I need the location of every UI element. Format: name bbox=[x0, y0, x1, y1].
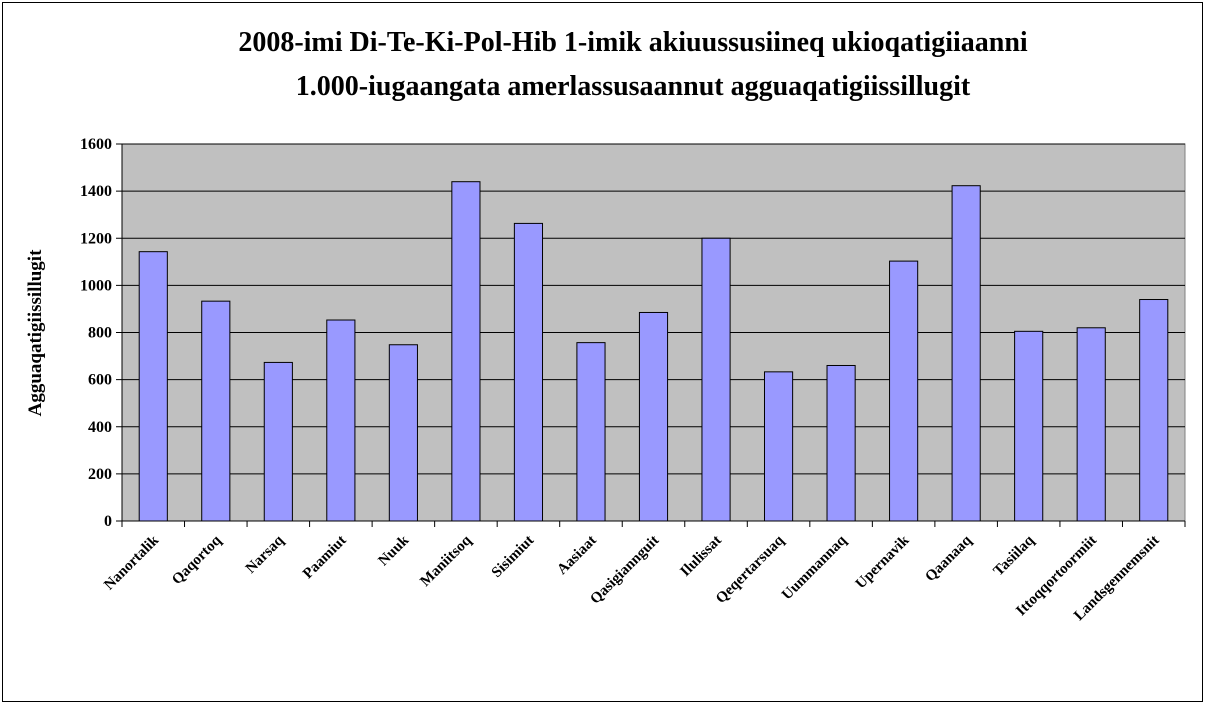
bar-qeqertarsuaq bbox=[763, 371, 794, 522]
y-tick-label: 1400 bbox=[80, 183, 112, 200]
bar-upernavik bbox=[889, 260, 919, 522]
chart-title-line-1: 2008-imi Di-Te-Ki-Pol-Hib 1-imik akiuuss… bbox=[238, 27, 1028, 58]
y-tick-label: 800 bbox=[88, 325, 112, 342]
x-tick-label: Ilulissat bbox=[678, 533, 725, 580]
x-tick-label: Tasiilaq bbox=[991, 532, 1038, 579]
y-tick-label: 0 bbox=[104, 513, 112, 530]
bar-qaanaaq bbox=[951, 185, 981, 522]
x-tick-label: Qaqortoq bbox=[169, 532, 225, 588]
x-tick-label: Sisimiut bbox=[489, 533, 537, 581]
y-tick-label: 1000 bbox=[80, 277, 112, 294]
bar-maniitsoq bbox=[451, 181, 481, 522]
bar-uummannaq bbox=[826, 364, 856, 522]
bar-qaqortoq bbox=[201, 300, 231, 522]
bar-nanortalik bbox=[138, 251, 168, 522]
x-tick-label: Qaanaaq bbox=[922, 532, 975, 585]
y-axis-label: Agguaqatigiissillugit bbox=[25, 249, 46, 416]
y-tick-label: 1600 bbox=[80, 136, 112, 153]
y-tick-label: 600 bbox=[88, 372, 112, 389]
bar-ilulissat bbox=[701, 237, 731, 522]
y-tick-label: 400 bbox=[88, 419, 112, 436]
bar-landsgennemsnit bbox=[1139, 299, 1169, 522]
x-tick-label: Nanortalik bbox=[101, 532, 162, 593]
bar-aasiaat bbox=[576, 342, 606, 522]
x-tick-label: Upernavik bbox=[853, 532, 913, 592]
bar-tasiilaq bbox=[1014, 330, 1044, 522]
bar-chart: 2008-imi Di-Te-Ki-Pol-Hib 1-imik akiuuss… bbox=[25, 27, 1186, 624]
chart-title-line-2: 1.000-iugaangata amerlassusaannut agguaq… bbox=[296, 71, 971, 102]
x-tick-label: Nuuk bbox=[376, 532, 413, 569]
x-tick-label: Uummannaq bbox=[779, 532, 850, 603]
y-tick-label: 1200 bbox=[80, 230, 112, 247]
bar-nuuk bbox=[388, 344, 418, 522]
x-tick-label: Narsaq bbox=[243, 532, 288, 577]
bar-sisimiut bbox=[513, 222, 544, 522]
y-tick-label: 200 bbox=[88, 466, 112, 483]
x-tick-label: Maniitsoq bbox=[417, 532, 475, 590]
bar-paamiut bbox=[326, 319, 356, 522]
x-tick-label: Aasiaat bbox=[554, 533, 599, 578]
x-tick-label: Paamiut bbox=[300, 533, 350, 583]
bar-ittoqqortoormiit bbox=[1076, 327, 1106, 522]
bar-narsaq bbox=[263, 361, 293, 522]
bar-qasigiannguit bbox=[638, 311, 669, 522]
